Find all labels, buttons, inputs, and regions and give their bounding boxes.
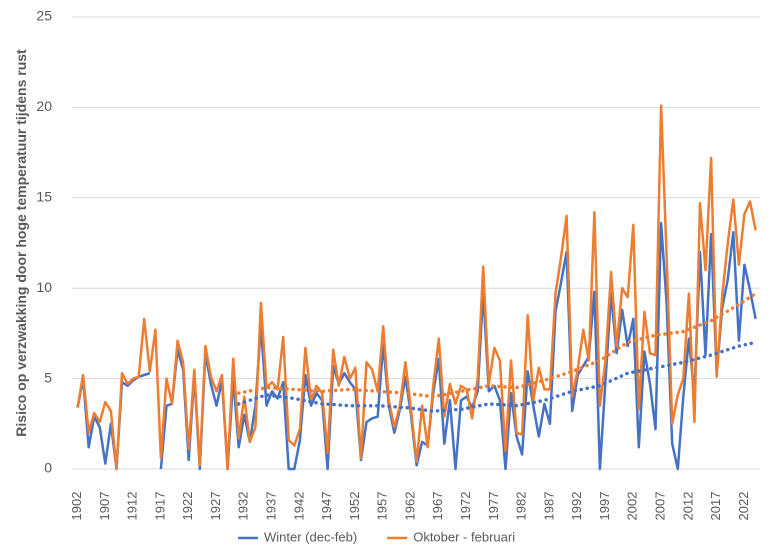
y-tick-label: 10 bbox=[36, 279, 52, 295]
x-tick-label: 1992 bbox=[569, 492, 584, 521]
x-tick-label: 1952 bbox=[347, 492, 362, 521]
x-tick-label: 1967 bbox=[430, 492, 445, 521]
x-tick-label: 1927 bbox=[208, 492, 223, 521]
x-tick-label: 1922 bbox=[180, 492, 195, 521]
x-tick-label: 1947 bbox=[319, 492, 334, 521]
x-tick-label: 1917 bbox=[152, 492, 167, 521]
x-tick-label: 1982 bbox=[514, 492, 529, 521]
x-tick-label: 1997 bbox=[597, 492, 612, 521]
x-tick-label: 2007 bbox=[653, 492, 668, 521]
y-tick-label: 15 bbox=[36, 189, 52, 205]
x-tick-label: 2012 bbox=[680, 492, 695, 521]
x-tick-label: 1907 bbox=[97, 492, 112, 521]
x-tick-label: 2017 bbox=[708, 492, 723, 521]
y-tick-label: 0 bbox=[44, 460, 52, 476]
x-tick-label: 1932 bbox=[236, 492, 251, 521]
y-tick-label: 20 bbox=[36, 98, 52, 114]
x-tick-label: 2022 bbox=[736, 492, 751, 521]
x-tick-label: 1902 bbox=[69, 492, 84, 521]
y-tick-label: 25 bbox=[36, 8, 52, 24]
trend-line bbox=[236, 291, 758, 399]
legend-label: Winter (dec-feb) bbox=[264, 529, 357, 544]
x-tick-label: 1957 bbox=[375, 492, 390, 521]
x-tick-label: 1977 bbox=[486, 492, 501, 521]
x-tick-label: 1987 bbox=[541, 492, 556, 521]
series-line bbox=[76, 104, 757, 471]
x-tick-label: 1972 bbox=[458, 492, 473, 521]
y-tick-label: 5 bbox=[44, 369, 52, 385]
trend-line bbox=[236, 340, 758, 413]
x-tick-label: 2002 bbox=[625, 492, 640, 521]
x-tick-label: 1942 bbox=[291, 492, 306, 521]
x-tick-label: 1937 bbox=[264, 492, 279, 521]
x-tick-label: 1962 bbox=[402, 492, 417, 521]
legend-label: Oktober - februari bbox=[413, 529, 515, 544]
y-axis-title: Risico op verzwakking door hoge temperat… bbox=[13, 49, 29, 437]
x-tick-label: 1912 bbox=[125, 492, 140, 521]
